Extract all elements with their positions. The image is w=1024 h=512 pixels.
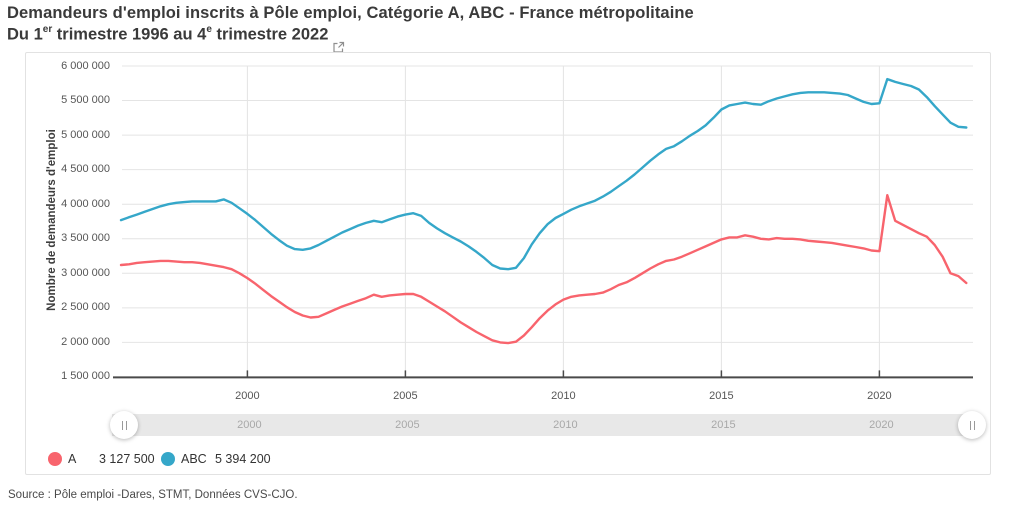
- y-axis-tick-label: 4 000 000: [61, 197, 110, 210]
- x-axis-tick-label: 2010: [551, 390, 576, 402]
- y-axis-tick-label: 3 500 000: [61, 232, 110, 245]
- slider-left-handle[interactable]: [110, 411, 138, 439]
- slider-year-label: 2010: [553, 419, 578, 431]
- slider-year-label: 2020: [869, 419, 894, 431]
- slider-year-label: 2005: [395, 419, 420, 431]
- x-axis-tick-label: 2005: [393, 390, 418, 402]
- time-range-slider[interactable]: [112, 414, 973, 436]
- y-axis-tick-label: 5 500 000: [61, 94, 110, 107]
- legend-marker-A[interactable]: [48, 452, 62, 466]
- page-subtitle: Du 1er trimestre 1996 au 4e trimestre 20…: [7, 24, 345, 53]
- y-axis-tick-label: 2 000 000: [61, 335, 110, 348]
- series-line-ABC[interactable]: [119, 77, 968, 271]
- y-axis-tick-label: 1 500 000: [61, 370, 110, 383]
- y-axis-tick-label: 3 000 000: [61, 266, 110, 279]
- x-axis-tick-label: 2020: [867, 390, 892, 402]
- legend-label-ABC[interactable]: ABC: [181, 452, 207, 466]
- slider-right-handle[interactable]: [958, 411, 986, 439]
- legend-value-ABC: 5 394 200: [215, 452, 271, 466]
- page-title: Demandeurs d'emploi inscrits à Pôle empl…: [7, 4, 694, 22]
- legend-label-A[interactable]: A: [68, 452, 77, 466]
- source-note: Source : Pôle emploi -Dares, STMT, Donné…: [8, 489, 298, 501]
- slider-year-label: 2000: [237, 419, 262, 431]
- slider-year-label: 2015: [711, 419, 736, 431]
- y-axis-tick-label: 2 500 000: [61, 301, 110, 314]
- legend-marker-ABC[interactable]: [161, 452, 175, 466]
- legend-value-A: 3 127 500: [99, 452, 155, 466]
- x-axis-tick-label: 2015: [709, 390, 734, 402]
- series-line-A[interactable]: [119, 193, 968, 345]
- y-axis-tick-label: 4 500 000: [61, 163, 110, 176]
- y-axis-tick-label: 6 000 000: [61, 59, 110, 72]
- y-axis-tick-label: 5 000 000: [61, 128, 110, 141]
- x-axis-tick-label: 2000: [235, 390, 260, 402]
- chart-card: [25, 52, 991, 475]
